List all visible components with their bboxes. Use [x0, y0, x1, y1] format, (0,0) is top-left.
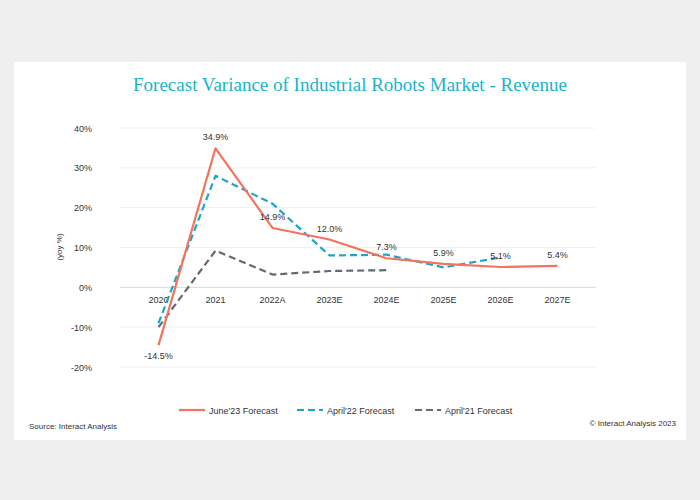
- grid-line: [120, 128, 596, 129]
- data-label: 5.4%: [547, 250, 568, 260]
- data-label: -14.5%: [144, 351, 173, 361]
- legend-swatch: [415, 409, 441, 411]
- x-tick-label: 2020: [148, 295, 168, 305]
- x-tick-label: 2023E: [316, 295, 342, 305]
- series-line: [159, 176, 501, 323]
- y-tick-label: 10%: [74, 243, 92, 253]
- grid-line: [120, 367, 596, 368]
- x-tick-label: 2025E: [430, 295, 456, 305]
- y-tick-label: 0%: [79, 283, 92, 293]
- data-label: 5.1%: [490, 251, 511, 261]
- source: Source: Interact Analysis: [29, 422, 117, 431]
- data-label: 14.9%: [260, 212, 286, 222]
- data-label: 7.3%: [376, 242, 397, 252]
- data-label: 34.9%: [203, 132, 229, 142]
- x-tick-label: 2027E: [544, 295, 570, 305]
- series-line: [159, 148, 558, 345]
- series-line: [159, 251, 387, 327]
- x-tick-label: 2024E: [373, 295, 399, 305]
- data-label: 5.9%: [433, 248, 454, 258]
- panel: [14, 62, 686, 440]
- legend-label: April'22 Forecast: [327, 406, 395, 416]
- chart: Forecast Variance of Industrial Robots M…: [0, 0, 700, 500]
- x-tick-label: 2021: [205, 295, 225, 305]
- title: Forecast Variance of Industrial Robots M…: [133, 74, 567, 95]
- legend-swatch: [297, 409, 323, 411]
- legend-swatch: [179, 409, 205, 411]
- y-tick-label: 30%: [74, 163, 92, 173]
- credit: © Interact Analysis 2023: [590, 419, 677, 428]
- legend-label: April'21 Forecast: [445, 406, 513, 416]
- data-label: 12.0%: [317, 224, 343, 234]
- legend-label: June'23 Forecast: [209, 406, 278, 416]
- grid-line: [120, 287, 596, 288]
- plot-area: [159, 148, 558, 345]
- y-tick-label: -20%: [71, 363, 92, 373]
- y-tick-label: 20%: [74, 203, 92, 213]
- x-tick-label: 2022A: [259, 295, 285, 305]
- y-tick-label: 40%: [74, 124, 92, 134]
- y-axis-label: (yoy %): [55, 233, 64, 260]
- x-tick-label: 2026E: [487, 295, 513, 305]
- grid-line: [120, 207, 596, 208]
- y-tick-label: -10%: [71, 323, 92, 333]
- grid-line: [120, 167, 596, 168]
- grid-line: [120, 327, 596, 328]
